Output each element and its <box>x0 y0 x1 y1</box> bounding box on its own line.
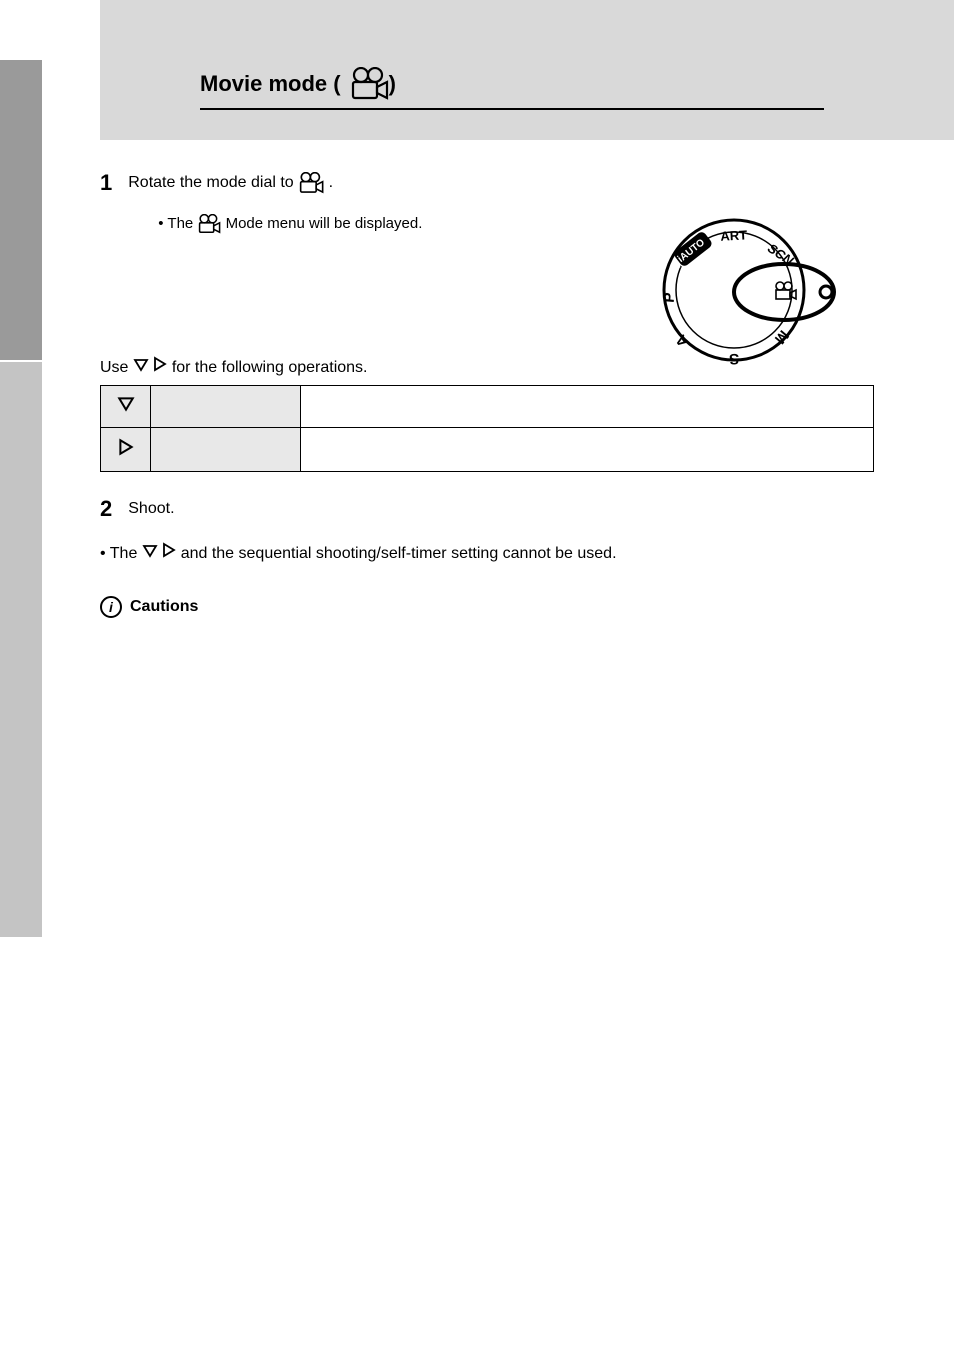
step1-bullet: • The Mode menu will be displayed. <box>128 212 422 236</box>
page-title-suffix: ) <box>389 71 396 97</box>
note-line: • The and the sequential shooting/self-t… <box>100 542 874 566</box>
side-tab-light <box>0 362 42 937</box>
step-number: 2 <box>100 496 112 522</box>
page-title-row: Movie mode ( ) <box>200 60 824 110</box>
arrow-down-cell <box>101 385 151 427</box>
movie-icon-inline2 <box>197 215 225 232</box>
caution-icon: i <box>100 596 122 618</box>
step-number: 1 <box>100 170 112 196</box>
arrow-right-cell <box>101 427 151 471</box>
step-1: 1 Rotate the mode dial to . • The <box>100 170 874 236</box>
note-before: The <box>110 545 142 562</box>
row-desc <box>301 385 874 427</box>
step1-before: Rotate the mode dial to <box>128 174 298 191</box>
cautions-heading: i Cautions <box>100 596 874 618</box>
bullet-after: Mode menu will be displayed. <box>226 215 423 232</box>
step-1-text: Rotate the mode dial to . <box>128 170 422 196</box>
row-desc <box>301 427 874 471</box>
step1-after: . <box>329 174 333 191</box>
movie-icon <box>349 67 389 102</box>
settings-label: Use for the following operations. <box>100 356 874 377</box>
cautions-label: Cautions <box>130 598 198 616</box>
note-after: and the sequential shooting/self-timer s… <box>181 545 617 562</box>
table-row <box>101 385 874 427</box>
triangle-down-icon <box>133 358 149 377</box>
row-label <box>151 385 301 427</box>
triangle-down-icon <box>142 542 158 566</box>
triangle-right-icon <box>162 542 176 566</box>
movie-icon-inline <box>298 174 328 191</box>
settings-before: Use <box>100 359 133 376</box>
bullet-before: The <box>167 215 197 232</box>
table-row <box>101 427 874 471</box>
row-label <box>151 427 301 471</box>
body-content: 1 Rotate the mode dial to . • The <box>100 170 874 628</box>
step-2: 2 Shoot. <box>100 496 874 522</box>
side-tab-dark <box>0 60 42 360</box>
page-title: Movie mode ( <box>200 71 341 97</box>
settings-after: for the following operations. <box>172 359 368 376</box>
triangle-right-icon <box>153 356 167 377</box>
step-2-text: Shoot. <box>128 496 174 522</box>
options-table <box>100 385 874 472</box>
